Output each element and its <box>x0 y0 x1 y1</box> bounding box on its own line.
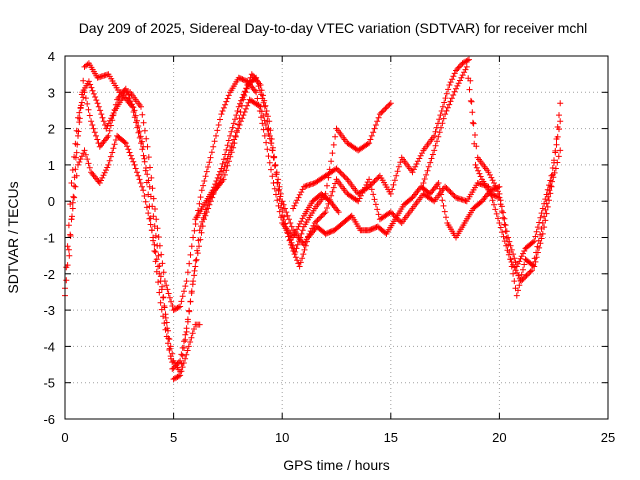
y-tick-label: 0 <box>48 194 55 209</box>
series-markers-track-5 <box>192 74 503 270</box>
x-tick-label: 10 <box>275 430 289 445</box>
y-tick-label: 4 <box>48 49 55 64</box>
y-tick-label: 2 <box>48 122 55 137</box>
y-tick-label: -2 <box>43 267 55 282</box>
grid <box>65 56 608 419</box>
series-track-3 <box>66 78 203 383</box>
data-points <box>62 56 564 383</box>
y-tick-label: -3 <box>43 303 55 318</box>
y-tick-label: -5 <box>43 376 55 391</box>
series-markers-track-1 <box>62 60 342 314</box>
series-markers-track-4 <box>68 96 564 375</box>
y-tick-label: 3 <box>48 85 55 100</box>
plot-frame <box>64 55 609 420</box>
series-track-6 <box>290 56 564 299</box>
axis-ticks: 0 5 10 15 20 25 -6 -5 -4 -3 -2 -1 0 1 2 3 4 <box>43 49 615 445</box>
series-track-7 <box>420 63 564 270</box>
series-markers-track-7 <box>420 63 564 270</box>
y-tick-label: -6 <box>43 412 55 427</box>
x-tick-label: 5 <box>170 430 177 445</box>
chart-title: Day 209 of 2025, Sidereal Day-to-day VTE… <box>79 20 588 36</box>
x-tick-label: 25 <box>601 430 615 445</box>
y-axis-title: SDTVAR / TECUs <box>5 181 21 293</box>
y-tick-label: 1 <box>48 158 55 173</box>
x-tick-label: 20 <box>492 430 506 445</box>
series-track-1 <box>62 60 342 314</box>
series-markers-track-6 <box>290 56 564 299</box>
x-tick-label: 0 <box>61 430 68 445</box>
series-track-5 <box>192 74 503 270</box>
y-tick-label: -4 <box>43 339 55 354</box>
x-axis-title: GPS time / hours <box>283 457 390 473</box>
y-tick-label: -1 <box>43 231 55 246</box>
x-tick-label: 15 <box>384 430 398 445</box>
series-markers-track-3 <box>66 78 203 383</box>
series-track-4 <box>68 96 564 375</box>
